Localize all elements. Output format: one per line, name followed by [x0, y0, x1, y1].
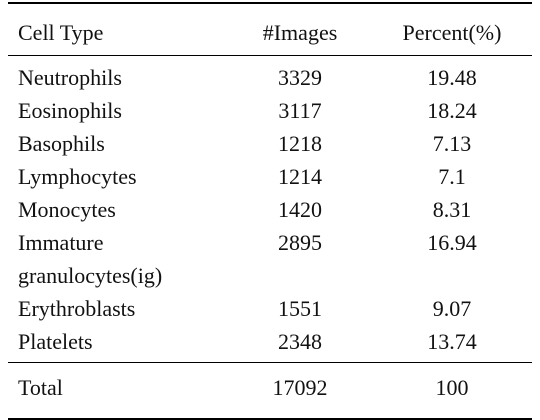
header-row: Cell Type #Images Percent(%): [8, 3, 532, 56]
value-cell: Percent(%): [402, 20, 502, 45]
value-cell: #Images: [262, 20, 338, 45]
total-row: Total 17092 100: [8, 362, 532, 419]
value-cell: 100: [435, 375, 469, 400]
table-row: Basophils 1218 7.13: [8, 127, 532, 160]
label-cell: Neutrophils: [18, 65, 122, 90]
value-cell: 17092: [272, 375, 328, 400]
value-cell: 8.31: [432, 197, 472, 222]
value-cell: 9.07: [432, 296, 472, 321]
value-cell: 18.24: [427, 98, 477, 123]
label-cell: Eosinophils: [18, 98, 122, 123]
value-cell: 7.1: [438, 164, 466, 189]
value-cell: 16.94: [427, 230, 477, 255]
value-cell: 13.74: [427, 329, 477, 354]
value-cell: 1551: [278, 296, 322, 321]
table-header: Cell Type #Images Percent(%): [8, 3, 532, 56]
value-cell: 2895: [278, 230, 322, 255]
label-cell: Immature granulocytes(ig): [18, 230, 163, 288]
value-cell: 1218: [278, 131, 322, 156]
label-cell: Erythroblasts: [18, 296, 136, 321]
table-row: Eosinophils 3117 18.24: [8, 94, 532, 127]
data-table: Cell Type #Images Percent(%) Neutrophils 33…: [8, 2, 532, 420]
label-cell: Monocytes: [18, 197, 116, 222]
table-body: Neutrophils 3329 19.48 Eosinophils 3117 18.24…: [8, 56, 532, 363]
value-cell: 3329: [278, 65, 322, 90]
label-cell: Lymphocytes: [18, 164, 137, 189]
table-row: Platelets 2348 13.74: [8, 325, 532, 363]
label-cell: Total: [18, 375, 63, 400]
table-row: Lymphocytes 1214 7.1: [8, 160, 532, 193]
label-cell: Basophils: [18, 131, 105, 156]
value-cell: 19.48: [427, 65, 477, 90]
value-cell: 7.13: [432, 131, 472, 156]
table-row: Neutrophils 3329 19.48: [8, 56, 532, 95]
table-row: Erythroblasts 1551 9.07: [8, 292, 532, 325]
table-row: Immature granulocytes(ig) 2895 16.94: [8, 226, 532, 292]
value-cell: 3117: [278, 98, 322, 123]
value-cell: 1420: [278, 197, 322, 222]
label-cell: Platelets: [18, 329, 93, 354]
table-row: Monocytes 1420 8.31: [8, 193, 532, 226]
table-footer: Total 17092 100: [8, 362, 532, 419]
value-cell: 2348: [278, 329, 322, 354]
label-cell: Cell Type: [18, 20, 104, 45]
value-cell: 1214: [278, 164, 322, 189]
